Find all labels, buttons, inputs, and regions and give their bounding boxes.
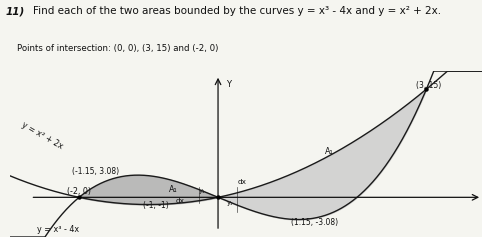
Text: y₁: y₁ [199,188,205,194]
Text: dx: dx [175,198,184,204]
Text: Points of intersection: (0, 0), (3, 15) and (-2, 0): Points of intersection: (0, 0), (3, 15) … [17,44,218,53]
Text: 11): 11) [6,6,25,16]
Text: dx: dx [238,179,247,185]
Text: (-1.15, 3.08): (-1.15, 3.08) [72,167,119,176]
Text: y = x³ - 4x: y = x³ - 4x [38,225,80,234]
Text: A₁: A₁ [325,147,334,156]
Text: (-1, -1): (-1, -1) [143,201,168,210]
Text: (3, 15): (3, 15) [416,81,441,90]
Text: Y: Y [227,80,231,89]
Text: (1.15, -3.08): (1.15, -3.08) [291,218,338,227]
Text: y₁: y₁ [227,200,233,205]
Text: (-2, 0): (-2, 0) [67,187,91,196]
Text: A₁: A₁ [169,185,177,194]
Text: y = x² + 2x: y = x² + 2x [20,121,65,151]
Text: Find each of the two areas bounded by the curves y = x³ - 4x and y = x² + 2x.: Find each of the two areas bounded by th… [33,6,441,16]
